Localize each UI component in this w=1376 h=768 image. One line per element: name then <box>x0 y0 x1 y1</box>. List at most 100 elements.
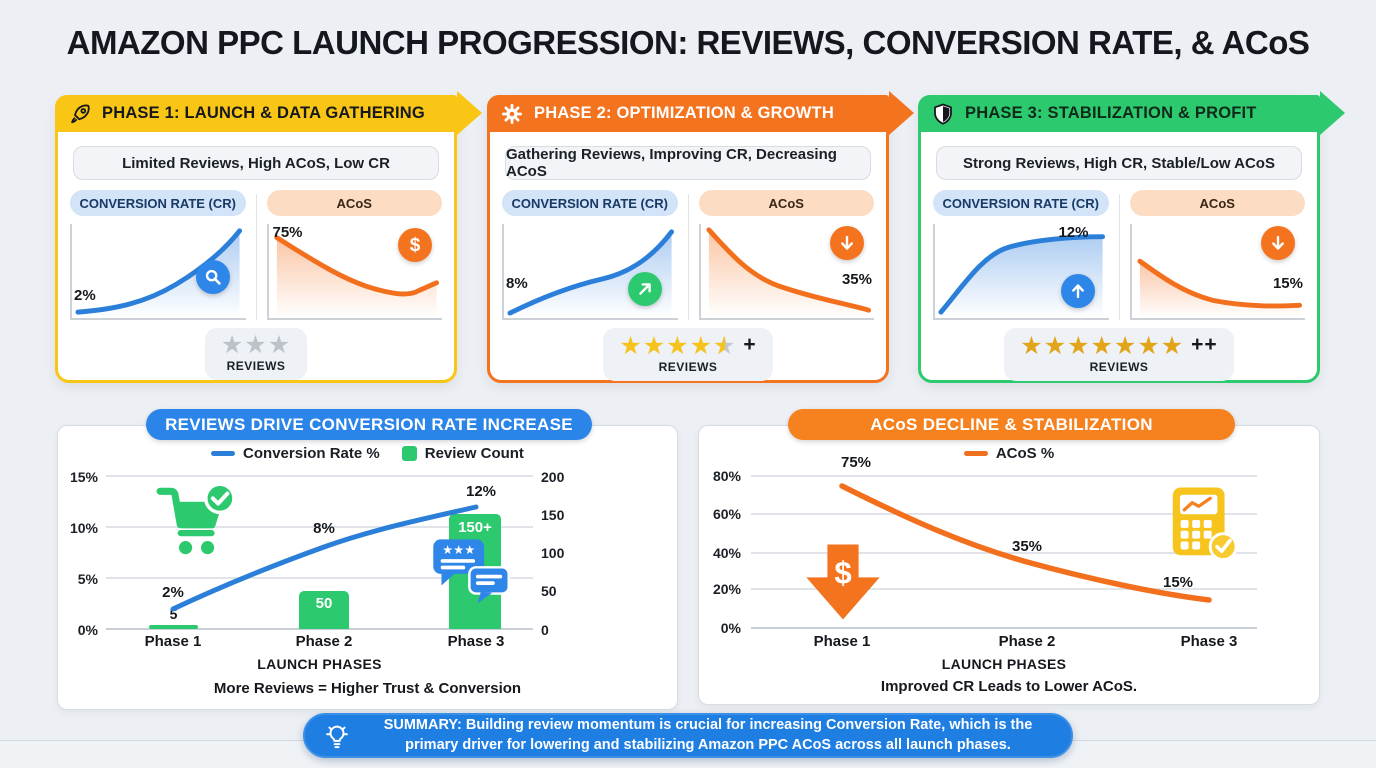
phase-3-description: Strong Reviews, High CR, Stable/Low ACoS <box>936 146 1302 180</box>
y-tick-right: 50 <box>541 583 557 599</box>
y-tick: 15% <box>69 469 98 485</box>
phase-2-cr-chart: 8% <box>502 224 678 320</box>
phase-3-card: PHASE 3: STABILIZATION & PROFIT Strong R… <box>918 91 1345 383</box>
chart-legend: ACoS % <box>699 445 1319 462</box>
y-tick: 80% <box>712 468 741 484</box>
gridline <box>106 475 533 477</box>
phase-1-banner: PHASE 1: LAUNCH & DATA GATHERING <box>55 91 482 135</box>
gridline <box>751 513 1257 515</box>
star-icons: ★★★ <box>220 331 292 359</box>
phase-1-acos-chart: 75% $ <box>266 224 442 320</box>
y-tick-right: 0 <box>541 622 549 638</box>
phase-3-mini-charts: CONVERSION RATE (CR) 12% ACoS <box>933 190 1305 320</box>
star-icons: ★★★★★★★ <box>1020 332 1185 360</box>
gridline <box>106 577 533 579</box>
phase-3-acos-chart: 15% <box>1129 224 1305 320</box>
arrow-tip <box>457 91 482 135</box>
conversion-rate-line <box>170 504 479 612</box>
summary-banner: SUMMARY: Building review momentum is cru… <box>303 713 1073 758</box>
gridline <box>106 526 533 528</box>
cr-header: CONVERSION RATE (CR) <box>933 190 1109 216</box>
reviews-label: REVIEWS <box>1089 360 1149 374</box>
acos-line <box>839 483 1212 603</box>
arrow-down-icon <box>830 226 864 260</box>
divider <box>687 194 689 320</box>
phase-2-acos-chart: 35% <box>698 224 874 320</box>
line-point-label: 15% <box>1162 574 1194 591</box>
page-title: AMAZON PPC LAUNCH PROGRESSION: REVIEWS, … <box>66 24 1310 61</box>
bar-swatch <box>401 446 417 461</box>
bar-value-label: 5 <box>169 606 178 622</box>
phase-2-card: PHASE 2: OPTIMIZATION & GROWTH Gathering… <box>487 91 914 383</box>
phase-1-card: PHASE 1: LAUNCH & DATA GATHERING Limited… <box>55 91 482 383</box>
cr-value: 12% <box>1058 224 1089 241</box>
phase-3-cr-chart: 12% <box>933 224 1109 320</box>
x-tick: Phase 2 <box>295 633 353 650</box>
x-axis-line <box>106 628 533 630</box>
half-star-icon: ★★ <box>712 332 737 360</box>
chart-caption: More Reviews = Higher Trust & Conversion <box>213 680 522 697</box>
chart-title: REVIEWS DRIVE CONVERSION RATE INCREASE <box>146 409 592 440</box>
phase-3-banner: PHASE 3: STABILIZATION & PROFIT <box>918 91 1345 135</box>
phase-2-reviews-badge: ★★★★★★ + REVIEWS <box>603 328 773 381</box>
phase-2-mini-charts: CONVERSION RATE (CR) 8% ACoS <box>502 190 874 320</box>
summary-text: SUMMARY: Building review momentum is cru… <box>383 716 1033 753</box>
legend-label: Conversion Rate % <box>243 445 380 462</box>
chart-title: ACoS DECLINE & STABILIZATION <box>788 409 1235 440</box>
rocket-icon <box>68 102 92 126</box>
x-tick: Phase 3 <box>1180 633 1238 650</box>
gear-icon <box>500 102 524 126</box>
acos-value: 15% <box>1272 275 1303 292</box>
arrow-tip <box>1320 91 1345 135</box>
y-tick: 10% <box>69 520 98 536</box>
acos-header: ACoS <box>698 190 874 216</box>
x-axis-line <box>751 627 1257 629</box>
phase-1-cr-chart: 2% <box>70 224 246 320</box>
arrow-tip <box>889 91 914 135</box>
line-swatch <box>963 451 988 456</box>
arrow-down-icon <box>1261 226 1295 260</box>
phase-3-reviews-badge: ★★★★★★★ ++ REVIEWS <box>1004 328 1234 381</box>
gridline <box>751 475 1257 477</box>
x-tick: Phase 1 <box>144 633 202 650</box>
line-point-label: 75% <box>840 454 872 471</box>
phase-1-reviews-badge: ★★★ REVIEWS <box>204 328 308 380</box>
acos-value: 35% <box>841 271 872 288</box>
cr-value: 8% <box>506 275 528 292</box>
magnifier-icon <box>195 260 230 294</box>
acos-header: ACoS <box>1129 190 1305 216</box>
y-tick: 5% <box>77 571 98 587</box>
shield-icon <box>931 102 955 126</box>
reviews-label: REVIEWS <box>658 360 718 374</box>
x-axis-title: LAUNCH PHASES <box>941 656 1067 672</box>
arrow-up-icon <box>1060 274 1095 308</box>
cr-value: 2% <box>74 287 96 304</box>
legend-label: Review Count <box>424 445 524 462</box>
line-point-label: 8% <box>313 520 335 537</box>
arrow-up-right-icon <box>627 272 662 306</box>
acos-value: 75% <box>272 224 303 241</box>
cr-header: CONVERSION RATE (CR) <box>502 190 678 216</box>
line-point-label: 12% <box>465 483 497 500</box>
summary-label: SUMMARY: <box>383 716 462 733</box>
phase-1-description: Limited Reviews, High ACoS, Low CR <box>73 146 439 180</box>
phase-3-banner-label: PHASE 3: STABILIZATION & PROFIT <box>965 104 1257 122</box>
phase-2-banner: PHASE 2: OPTIMIZATION & GROWTH <box>487 91 914 135</box>
phase-2-description: Gathering Reviews, Improving CR, Decreas… <box>505 146 871 180</box>
x-axis-title: LAUNCH PHASES <box>257 656 382 672</box>
dollar-down-arrow-icon: $ <box>806 544 880 620</box>
y-tick: 20% <box>712 581 741 597</box>
line-point-label: 35% <box>1011 538 1043 555</box>
bar-value-label: 150+ <box>458 519 492 536</box>
y-tick: 0% <box>77 622 98 638</box>
review-bar-phase-2 <box>299 591 349 629</box>
cart-check-icon <box>156 482 236 555</box>
phase-1-banner-label: PHASE 1: LAUNCH & DATA GATHERING <box>102 104 425 122</box>
phase-2-banner-label: PHASE 2: OPTIMIZATION & GROWTH <box>534 104 834 122</box>
line-point-label: 2% <box>162 584 184 601</box>
cr-header: CONVERSION RATE (CR) <box>70 190 246 216</box>
x-tick: Phase 1 <box>813 633 871 650</box>
y-tick-right: 100 <box>541 545 565 561</box>
svg-text:$: $ <box>834 556 851 591</box>
